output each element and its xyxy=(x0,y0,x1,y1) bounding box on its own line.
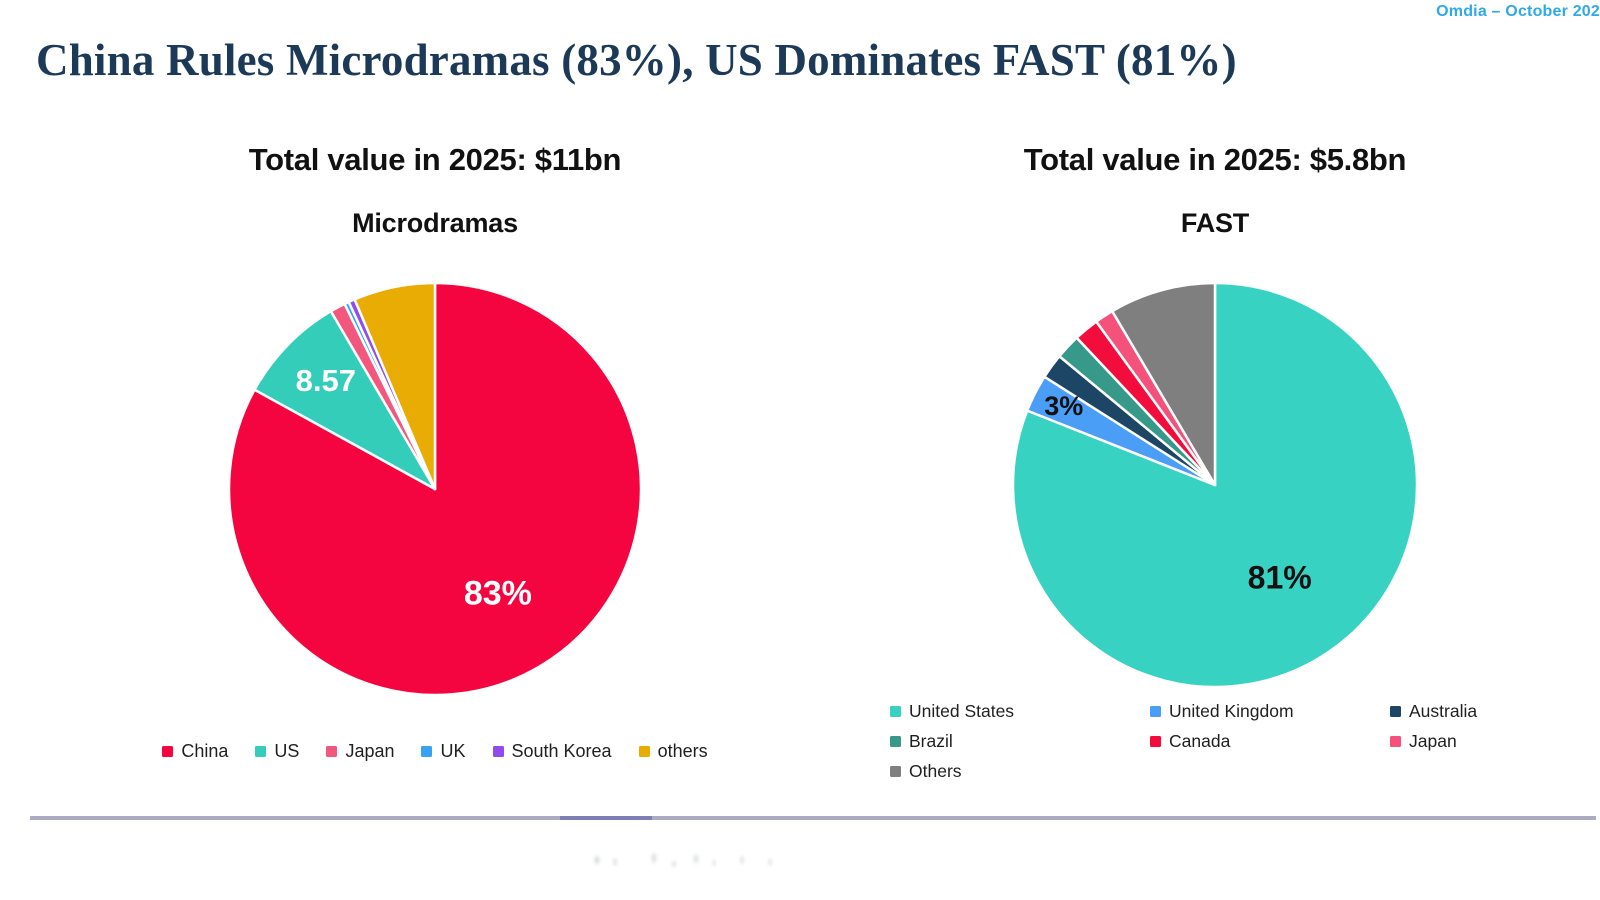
legend-swatch-others xyxy=(890,766,901,777)
microdramas-pie-chart: 83% 8.57 xyxy=(227,281,643,697)
legend-item-south-korea: South Korea xyxy=(492,741,612,762)
legend-swatch-us xyxy=(255,746,267,757)
fast-total-value-title: Total value in 2025: $5.8bn xyxy=(1023,142,1407,177)
legend-label-us: US xyxy=(274,741,300,761)
legend-label-south-korea: South Korea xyxy=(511,741,612,761)
bottom-divider-accent xyxy=(560,816,652,820)
legend-item-china: China xyxy=(162,741,228,762)
page-title: China Rules Microdramas (83%), US Domina… xyxy=(36,35,1237,85)
legend-swatch-brazil xyxy=(890,736,901,747)
legend-item-brazil: Brazil xyxy=(890,731,1150,752)
legend-swatch-china xyxy=(162,746,174,757)
legend-item-canada: Canada xyxy=(1150,731,1390,752)
microdramas-chart-panel: Total value in 2025: $11bn Microdramas 8… xyxy=(95,142,775,762)
legend-swatch-united-kingdom xyxy=(1150,706,1161,717)
legend-swatch-united-states xyxy=(890,706,901,717)
pie-label-united-kingdom: 3% xyxy=(1044,391,1083,421)
legend-item-japan: Japan xyxy=(1390,731,1560,752)
legend-item-us: US xyxy=(255,741,299,762)
legend-item-australia: Australia xyxy=(1390,701,1560,722)
microdramas-total-value-title: Total value in 2025: $11bn xyxy=(248,142,622,177)
fast-chart-subtitle: FAST xyxy=(1180,208,1250,238)
legend-swatch-south-korea xyxy=(492,746,504,757)
legend-label-japan: Japan xyxy=(1409,731,1457,751)
legend-swatch-uk xyxy=(421,746,433,757)
legend-label-united-kingdom: United Kingdom xyxy=(1169,701,1294,721)
fast-chart-panel: Total value in 2025: $5.8bn FAST 81% 3% U… xyxy=(870,142,1560,782)
legend-label-japan: Japan xyxy=(345,741,395,761)
legend-label-others: Others xyxy=(909,761,962,781)
legend-label-canada: Canada xyxy=(1169,731,1231,751)
pie-label-united-states: 81% xyxy=(1248,560,1312,596)
legend-item-japan: Japan xyxy=(326,741,394,762)
legend-swatch-australia xyxy=(1390,706,1401,717)
pie-slice-us xyxy=(253,309,437,491)
fast-legend: United States United Kingdom Australia Braz… xyxy=(890,701,1560,782)
legend-label-uk: UK xyxy=(440,741,466,761)
source-credit: Omdia – October 202 xyxy=(1436,3,1600,20)
legend-swatch-others xyxy=(638,746,650,757)
legend-swatch-canada xyxy=(1150,736,1161,747)
legend-item-uk: UK xyxy=(421,741,466,762)
legend-label-china: China xyxy=(181,741,229,761)
legend-item-others: others xyxy=(638,741,708,762)
bottom-divider xyxy=(30,816,1596,820)
microdramas-chart-subtitle: Microdramas xyxy=(352,208,518,238)
pie-slice-others xyxy=(1110,281,1217,487)
watermark xyxy=(582,842,812,878)
pie-label-us: 8.57 xyxy=(296,363,356,398)
microdramas-legend: China US Japan UK South Korea others xyxy=(95,741,775,762)
pie-slice-others xyxy=(353,281,437,491)
legend-label-brazil: Brazil xyxy=(909,731,953,751)
fast-pie-chart: 81% 3% xyxy=(1011,281,1419,689)
legend-label-others: others xyxy=(657,741,708,761)
legend-swatch-japan xyxy=(1390,736,1401,747)
pie-label-china: 83% xyxy=(464,574,532,612)
legend-swatch-japan xyxy=(326,746,338,757)
legend-label-united-states: United States xyxy=(909,701,1015,721)
legend-item-united-kingdom: United Kingdom xyxy=(1150,701,1390,722)
legend-item-united-states: United States xyxy=(890,701,1150,722)
legend-item-others: Others xyxy=(890,761,1150,782)
legend-label-australia: Australia xyxy=(1409,701,1478,721)
